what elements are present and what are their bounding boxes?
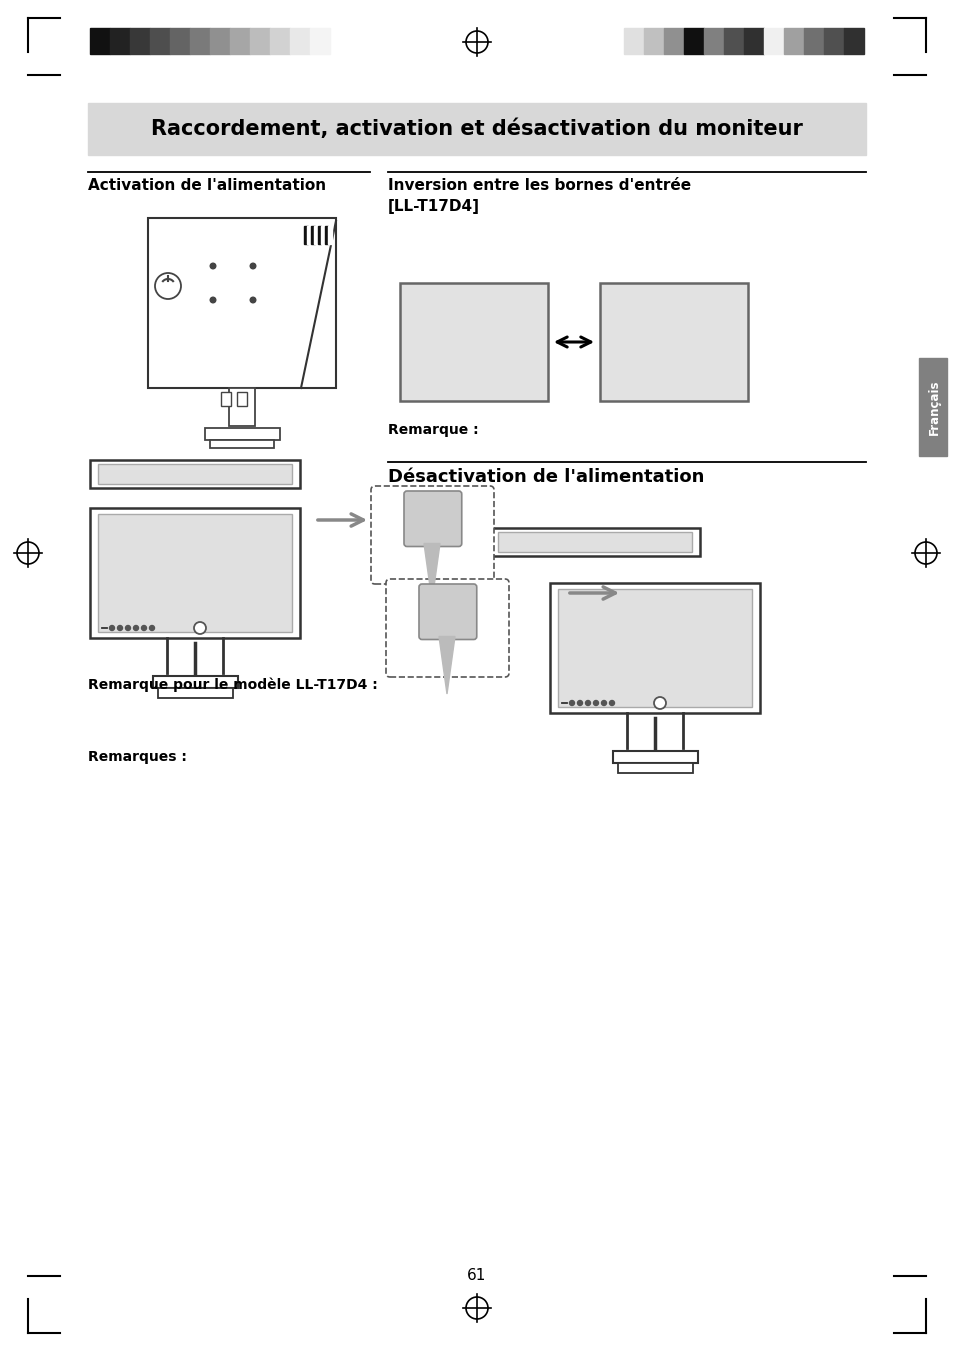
- Bar: [304, 226, 308, 245]
- Bar: [130, 28, 150, 54]
- Bar: [497, 532, 691, 553]
- Bar: [743, 28, 763, 54]
- Bar: [311, 226, 314, 245]
- Text: Français: Français: [926, 380, 940, 435]
- Bar: [170, 28, 190, 54]
- Circle shape: [609, 701, 614, 705]
- Circle shape: [577, 701, 582, 705]
- Circle shape: [601, 701, 606, 705]
- Text: Inversion entre les bornes d'entrée
[LL-T17D4]: Inversion entre les bornes d'entrée [LL-…: [388, 178, 690, 213]
- Circle shape: [154, 273, 181, 299]
- Polygon shape: [423, 543, 439, 601]
- Bar: [550, 584, 760, 713]
- Bar: [90, 459, 299, 488]
- Bar: [152, 676, 237, 688]
- Circle shape: [593, 701, 598, 705]
- Circle shape: [141, 626, 147, 631]
- Text: 61: 61: [467, 1269, 486, 1283]
- Bar: [558, 589, 751, 707]
- Bar: [643, 28, 663, 54]
- Circle shape: [569, 701, 574, 705]
- Bar: [148, 218, 335, 388]
- Bar: [683, 28, 703, 54]
- Bar: [98, 513, 292, 632]
- FancyBboxPatch shape: [418, 584, 476, 639]
- Bar: [399, 282, 547, 401]
- Bar: [599, 282, 747, 401]
- Bar: [618, 763, 692, 773]
- Bar: [205, 428, 280, 440]
- Bar: [110, 28, 130, 54]
- Circle shape: [110, 626, 114, 631]
- Bar: [783, 28, 803, 54]
- Bar: [210, 440, 274, 449]
- Bar: [250, 28, 270, 54]
- FancyBboxPatch shape: [403, 490, 461, 547]
- Bar: [270, 28, 290, 54]
- Circle shape: [654, 697, 665, 709]
- Bar: [843, 28, 863, 54]
- Circle shape: [193, 621, 206, 634]
- Bar: [98, 463, 292, 484]
- Text: Activation de l'alimentation: Activation de l'alimentation: [88, 178, 326, 193]
- Bar: [613, 751, 698, 763]
- Circle shape: [126, 626, 131, 631]
- Bar: [314, 226, 317, 245]
- Circle shape: [117, 626, 122, 631]
- Bar: [823, 28, 843, 54]
- Bar: [325, 226, 328, 245]
- Polygon shape: [438, 636, 455, 694]
- Bar: [723, 28, 743, 54]
- Text: Remarques :: Remarques :: [88, 750, 187, 765]
- Text: Désactivation de l'alimentation: Désactivation de l'alimentation: [388, 467, 703, 486]
- Bar: [150, 28, 170, 54]
- Circle shape: [250, 297, 255, 303]
- Bar: [236, 392, 247, 407]
- Circle shape: [250, 263, 255, 269]
- Circle shape: [210, 263, 215, 269]
- Bar: [230, 28, 250, 54]
- Bar: [210, 28, 230, 54]
- Circle shape: [585, 701, 590, 705]
- Bar: [763, 28, 783, 54]
- FancyBboxPatch shape: [371, 486, 494, 584]
- Bar: [90, 28, 110, 54]
- Bar: [158, 688, 233, 698]
- Bar: [229, 388, 254, 426]
- FancyBboxPatch shape: [386, 580, 509, 677]
- Bar: [918, 358, 946, 457]
- Bar: [190, 28, 210, 54]
- Bar: [221, 392, 231, 407]
- Bar: [663, 28, 683, 54]
- Bar: [490, 528, 700, 557]
- Bar: [317, 226, 320, 245]
- Bar: [310, 28, 330, 54]
- Bar: [803, 28, 823, 54]
- Bar: [623, 28, 643, 54]
- Bar: [290, 28, 310, 54]
- Text: Remarque :: Remarque :: [388, 423, 478, 436]
- Circle shape: [133, 626, 138, 631]
- Text: Raccordement, activation et désactivation du moniteur: Raccordement, activation et désactivatio…: [151, 119, 802, 139]
- Bar: [88, 103, 865, 155]
- Circle shape: [150, 626, 154, 631]
- Bar: [90, 508, 299, 638]
- Bar: [328, 226, 333, 245]
- Bar: [321, 226, 325, 245]
- Text: Remarque pour le modèle LL-T17D4 :: Remarque pour le modèle LL-T17D4 :: [88, 678, 377, 693]
- Circle shape: [210, 297, 215, 303]
- Bar: [703, 28, 723, 54]
- Bar: [307, 226, 310, 245]
